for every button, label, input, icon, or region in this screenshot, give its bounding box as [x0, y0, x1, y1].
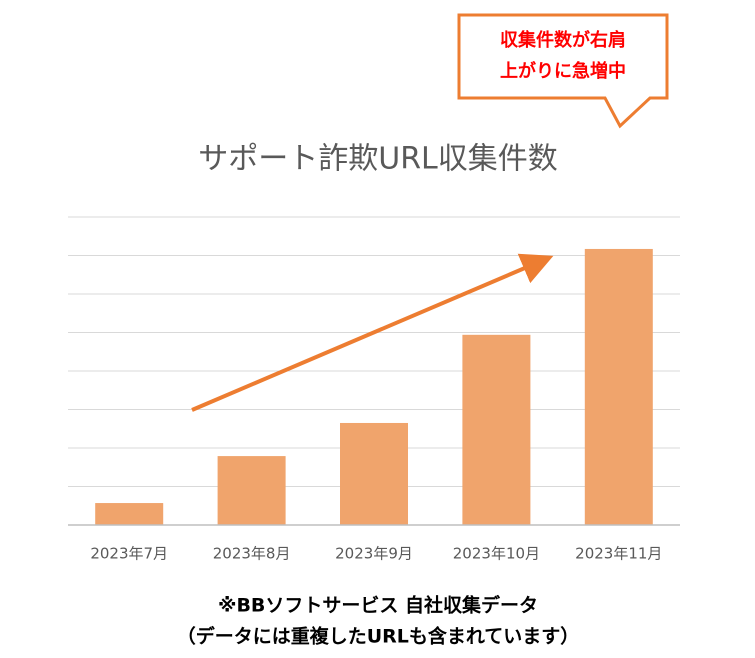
x-tick-label: 2023年7月 [90, 545, 168, 563]
note: （データには重複したURLも含まれています） [177, 625, 580, 648]
bar [217, 456, 286, 525]
callout-text: 上がりに急増中 [500, 60, 626, 82]
trend-arrow [191, 253, 554, 412]
x-tick-label: 2023年9月 [335, 545, 413, 563]
x-tick-label: 2023年11月 [575, 545, 662, 563]
bar [462, 334, 531, 525]
x-tick-label: 2023年8月 [213, 545, 291, 563]
x-tick-label: 2023年10月 [453, 545, 540, 563]
bar [340, 422, 408, 525]
callout-box [457, 13, 669, 129]
callout-text: 収集件数が右肩 [500, 29, 626, 51]
chart-title: サポート詐欺URL収集件数 [198, 142, 558, 177]
bar [95, 503, 164, 525]
note: ※BBソフトサービス 自社収集データ [218, 594, 538, 617]
bar [584, 248, 653, 525]
